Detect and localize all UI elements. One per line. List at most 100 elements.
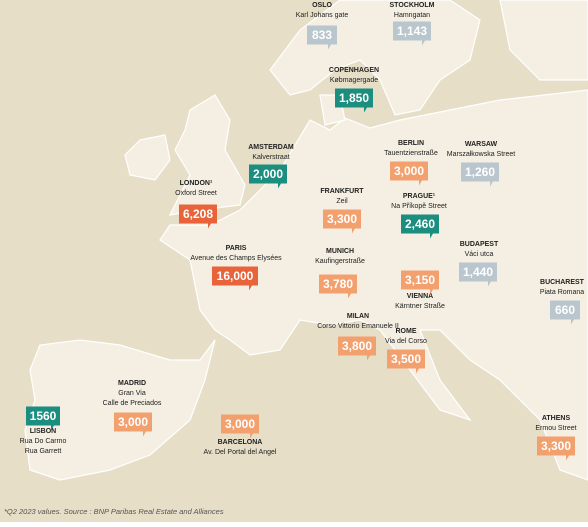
value-box <box>249 164 287 189</box>
street-name: Corso Vittorio Emanuele II <box>317 323 399 330</box>
city-name: ROME <box>396 328 417 335</box>
city: ROME Via del Corso 3,500 <box>385 328 427 374</box>
rent-value: 660 <box>555 303 575 317</box>
value-box <box>461 162 499 187</box>
ireland <box>124 134 171 181</box>
street-name: Oxford Street <box>175 190 217 197</box>
city-name: AMSTERDAM <box>248 144 294 151</box>
city: BUCHAREST Piata Romana 660 <box>540 279 585 325</box>
city-name: MILAN <box>347 313 369 320</box>
value-box <box>335 88 373 113</box>
street-name: Avenue des Champs Elysées <box>190 255 282 262</box>
city-name: COPENHAGEN <box>329 67 379 74</box>
city: LONDON¹ Oxford Street 6,208 <box>175 180 217 229</box>
street-name: Ermou Street <box>535 425 576 432</box>
street-name: Kärntner Straße <box>395 303 445 310</box>
street-name: Karl Johans gate <box>296 12 349 19</box>
rent-value: 3,300 <box>327 212 357 226</box>
city: FRANKFURT Zeil 3,300 <box>320 188 364 234</box>
city: PARIS Avenue des Champs Elysées 16,000 <box>190 245 282 291</box>
city: MADRID Gran Via Calle de Preciados 3,000 <box>103 380 162 437</box>
footnote: *Q2 2023 values. Source : BNP Paribas Re… <box>4 507 224 516</box>
city: COPENHAGEN Købmagergade 1,850 <box>329 67 379 113</box>
value-box <box>221 414 259 439</box>
rent-value: 3,150 <box>405 273 435 287</box>
street-name: Via del Corso <box>385 338 427 345</box>
city: BUDAPEST Váci utca 1,440 <box>459 241 499 287</box>
value-box <box>390 161 428 186</box>
city: MUNICH Kaufingerstraße 3,780 <box>315 248 365 299</box>
street-name: Zeil <box>336 198 348 205</box>
city-name: BUDAPEST <box>460 241 499 248</box>
city-name: MADRID <box>118 380 146 387</box>
value-box <box>401 270 439 295</box>
value-box <box>550 300 580 325</box>
continent <box>159 89 588 481</box>
street-name: Marszałkowska Street <box>447 151 516 158</box>
city: STOCKHOLM Hamngatan 1,143 <box>390 2 435 46</box>
rent-value: 3,300 <box>541 439 571 453</box>
rent-value: 3,500 <box>391 352 421 366</box>
rent-value: 2,000 <box>253 167 283 181</box>
city: ATHENS Ermou Street 3,300 <box>535 415 577 461</box>
value-box <box>212 266 258 291</box>
city-name: LISBON <box>30 428 56 435</box>
city-name: MUNICH <box>326 248 354 255</box>
street-name: Váci utca <box>465 251 494 258</box>
value-box <box>401 214 439 239</box>
city-name: PARIS <box>226 245 247 252</box>
rent-value: 3,780 <box>323 277 353 291</box>
city-name: BERLIN <box>398 140 424 147</box>
street-name: Tauentzienstraße <box>384 150 438 157</box>
city: WARSAW Marszałkowska Street 1,260 <box>447 141 516 187</box>
finland <box>499 0 588 81</box>
city-name: OSLO <box>312 2 332 9</box>
street-name: Kaufingerstraße <box>315 258 365 265</box>
city-name: BARCELONA <box>218 439 263 446</box>
street-name: Rua Do Carmo <box>20 438 67 445</box>
city-name: PRAGUE¹ <box>403 193 436 200</box>
rent-value: 6,208 <box>183 207 213 221</box>
value-box <box>26 406 60 431</box>
rent-value: 2,460 <box>405 217 435 231</box>
rent-value: 3,000 <box>118 415 148 429</box>
city-name: BUCHAREST <box>540 279 585 286</box>
rent-value: 1,440 <box>463 265 493 279</box>
rent-value: 1,143 <box>397 24 427 38</box>
street-name: Av. Del Portal del Angel <box>204 449 277 456</box>
city: BARCELONA Av. Del Portal del Angel 3,000 <box>204 414 277 456</box>
value-box <box>307 25 337 50</box>
street-name: Købmagergade <box>330 77 378 84</box>
rent-value: 833 <box>312 28 332 42</box>
street-name: Calle de Preciados <box>103 400 162 407</box>
value-box <box>387 349 425 374</box>
rent-value: 3,800 <box>342 339 372 353</box>
city-name: FRANKFURT <box>320 188 364 195</box>
rent-value: 1560 <box>30 409 57 423</box>
street-name: Rua Garrett <box>25 448 62 455</box>
city: VIENNA Kärntner Straße 3,150 <box>395 270 445 310</box>
value-box <box>393 21 431 46</box>
rent-value: 1,260 <box>465 165 495 179</box>
city: BERLIN Tauentzienstraße 3,000 <box>384 140 438 186</box>
city: LISBON Rua Do Carmo Rua Garrett 1560 <box>20 406 67 455</box>
street-name: Na Příkopě Street <box>391 203 447 210</box>
city-name: ATHENS <box>542 415 571 422</box>
rent-value: 16,000 <box>217 269 254 283</box>
value-box <box>319 274 357 299</box>
value-box <box>338 336 376 361</box>
city: MILAN Corso Vittorio Emanuele II 3,800 <box>317 313 399 361</box>
value-box <box>179 204 217 229</box>
value-box <box>537 436 575 461</box>
city: AMSTERDAM Kalverstraat 2,000 <box>248 144 294 189</box>
street-name: Gran Via <box>118 390 146 397</box>
city: OSLO Karl Johans gate 833 <box>296 2 349 50</box>
city-name: STOCKHOLM <box>390 2 435 9</box>
value-box <box>459 262 497 287</box>
street-name: Kalverstraat <box>252 154 289 161</box>
street-name: Hamngatan <box>394 12 430 19</box>
street-name: Piata Romana <box>540 289 584 296</box>
value-box <box>114 412 152 437</box>
city-name: LONDON¹ <box>180 180 213 187</box>
